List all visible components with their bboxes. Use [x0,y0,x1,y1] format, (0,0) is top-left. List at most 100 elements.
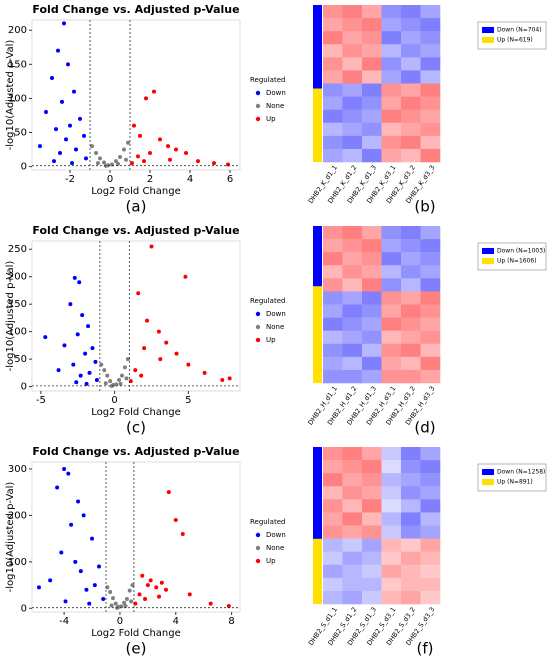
heatmap-cell [362,265,382,279]
point [145,318,150,323]
heatmap-cell [342,18,363,32]
heatmap-cell [420,343,441,358]
heatmap-cell [342,57,363,71]
heatmap-cell [420,551,441,566]
heatmap-cell [362,473,382,487]
point [80,313,85,318]
heatmap-cell [362,486,382,500]
heatmap-cell [342,538,363,552]
point [166,144,170,149]
point [226,603,231,608]
legend-marker [255,90,261,96]
heatmap-cell [342,343,363,358]
point [196,159,200,164]
heatmap-cell [420,564,441,579]
heatmap-cell [362,226,382,240]
legend-box [477,21,547,50]
point [183,274,188,279]
point [87,601,92,606]
volcano-panel: Fold Change vs. Adjusted p-Value05010015… [5,224,286,437]
heatmap-cell [381,343,402,358]
point [90,144,94,149]
point [187,592,192,597]
point [52,159,56,164]
heatmap-cell [323,122,343,137]
heatmap-cell [381,564,402,579]
heatmap-cell [401,5,421,19]
heatmap-cell [342,5,363,19]
legend-label: Up (N=891) [497,479,533,486]
group-bar [313,88,322,162]
heatmap-cell [381,83,402,97]
heatmap-cell [420,317,441,331]
point [124,596,129,601]
heatmap-cell [401,577,421,592]
heatmap-cell [323,96,343,110]
x-axis-label: Log2 Fold Change [91,407,181,418]
point [122,147,126,152]
heatmap-cell [362,70,382,84]
heatmap-cell [420,304,441,318]
legend-box [477,242,547,271]
heatmap-cell [401,551,421,566]
point [184,150,188,155]
heatmap-cell [420,291,441,305]
heatmap-cell [342,330,363,345]
y-tick-label: 150 [8,59,27,70]
point [157,594,162,599]
point [142,346,147,351]
heatmap-cell [401,31,421,45]
point [148,578,153,583]
point [126,140,130,145]
legend-label: Down [266,89,286,97]
heatmap-cell [362,135,382,150]
point [94,150,98,155]
heatmap-cell [362,109,382,124]
heatmap-cell [420,590,441,605]
point [166,490,171,495]
heatmap-cell [362,83,382,97]
heatmap-cell [362,5,382,19]
point [109,384,114,389]
heatmap-cell [323,18,343,32]
heatmap-cell [323,148,343,163]
heatmap-cell [342,590,363,605]
heatmap-cell [420,135,441,150]
heatmap-cell [401,239,421,253]
legend-label: Down (N=1258) [497,469,545,476]
point [82,133,86,138]
point [110,596,115,601]
point [212,161,216,166]
heatmap-cell [362,525,382,539]
point [129,599,134,604]
heatmap-cell [420,148,441,163]
point [186,362,191,367]
heatmap-cell [381,512,402,526]
point [159,580,164,585]
point [118,381,123,386]
heatmap-cell [342,369,363,384]
group-bar [313,538,322,604]
legend-label: Up [266,336,276,344]
heatmap-cell [381,460,402,474]
heatmap-cell [401,18,421,32]
legend-box [477,463,547,492]
heatmap-cell [420,265,441,279]
heatmap-cell [342,564,363,579]
legend-marker [255,324,261,330]
heatmap-cell [342,525,363,539]
heatmap-cell [362,538,382,552]
heatmap-cell [401,369,421,384]
point [105,373,110,378]
heatmap-cell [381,369,402,384]
heatmap-cell [362,291,382,305]
heatmap-cell [323,83,343,97]
heatmap-cell [323,135,343,150]
heatmap-cell [420,31,441,45]
heatmap-cell [381,265,402,279]
point [138,133,142,138]
point [124,157,128,162]
group-bar [313,447,322,539]
heatmap-cell [323,226,343,240]
